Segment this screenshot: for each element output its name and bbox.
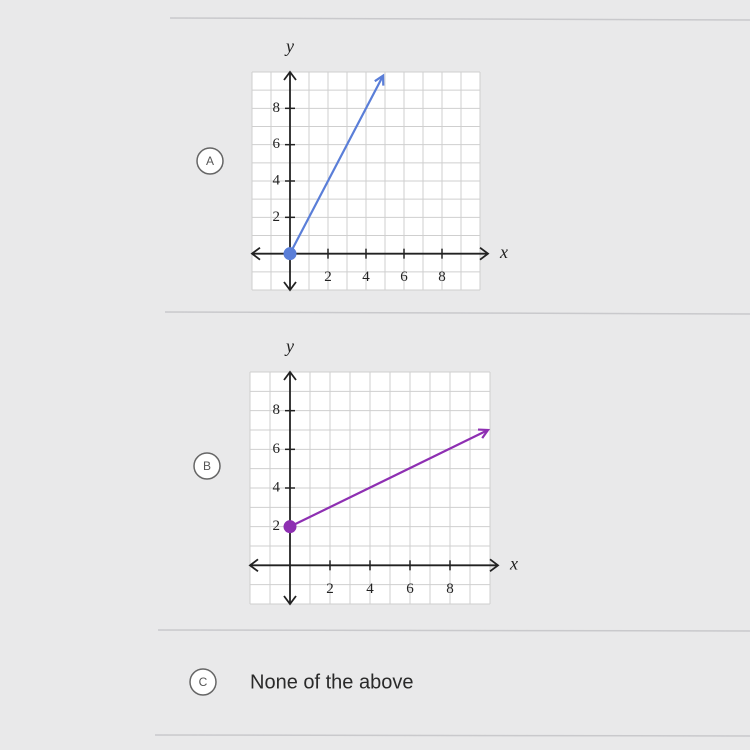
axis-arrow [489, 558, 500, 573]
axis-arrow [283, 70, 297, 81]
x-tick-label: 8 [438, 269, 446, 285]
x-axis-label: x [509, 553, 518, 573]
separator [154, 734, 750, 737]
y-axis-label: y [284, 336, 294, 356]
option-a[interactable]: A [196, 147, 224, 175]
y-tick-label: 2 [273, 209, 281, 225]
separator [164, 311, 750, 315]
radio[interactable] [193, 452, 221, 480]
axis-arrow [479, 246, 490, 261]
x-tick-label: 2 [326, 581, 334, 597]
x-tick-label: 4 [362, 269, 370, 285]
y-tick-label: 8 [273, 402, 281, 418]
option-letter: C [199, 675, 208, 689]
y-axis-label: y [284, 36, 294, 56]
option-text: None of the above [250, 671, 413, 693]
axis-arrow [248, 558, 259, 573]
x-tick-label: 6 [400, 269, 408, 285]
x-tick-label: 4 [366, 581, 374, 597]
axis-arrow [283, 281, 297, 292]
radio[interactable] [189, 668, 217, 696]
start-point [283, 247, 297, 261]
x-axis-label: x [499, 242, 508, 262]
line-arrow [374, 73, 385, 86]
option-letter: A [206, 154, 214, 168]
x-tick-label: 6 [406, 581, 414, 597]
option-c[interactable]: C None of the above [189, 668, 413, 696]
axis-arrow [283, 370, 297, 381]
graph: 2 4 6 8 2 4 6 8 x y [250, 36, 508, 292]
y-tick-label: 4 [273, 172, 281, 188]
start-point [283, 520, 297, 534]
option-b[interactable]: B [193, 452, 221, 480]
separator [157, 629, 750, 632]
y-tick-label: 8 [273, 100, 281, 116]
y-tick-label: 6 [273, 441, 281, 457]
x-tick-label: 8 [446, 581, 454, 597]
y-tick-label: 2 [273, 518, 281, 534]
graph: 2 4 6 8 2 4 6 8 x y [248, 336, 518, 606]
data-line [289, 75, 385, 255]
x-tick-label: 2 [324, 269, 332, 285]
separator [169, 17, 750, 21]
y-tick-label: 4 [273, 479, 281, 495]
data-line [289, 429, 489, 528]
axis-arrow [283, 595, 297, 606]
axis-arrow [250, 246, 261, 261]
radio[interactable] [196, 147, 224, 175]
line-arrow [477, 428, 491, 439]
y-tick-label: 6 [273, 136, 281, 152]
option-letter: B [203, 459, 211, 473]
